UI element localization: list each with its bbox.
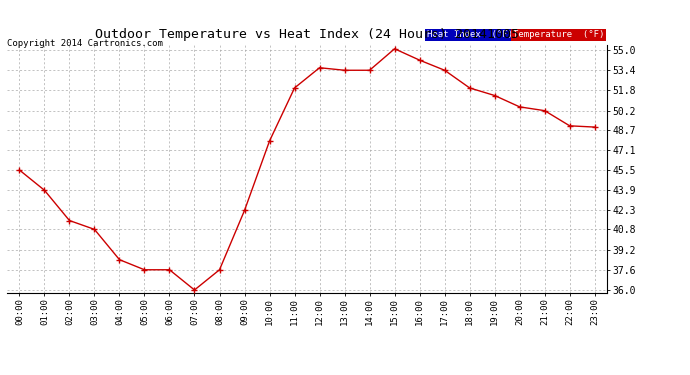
Text: Temperature  (°F): Temperature (°F) <box>513 30 604 39</box>
Title: Outdoor Temperature vs Heat Index (24 Hours) 20141005: Outdoor Temperature vs Heat Index (24 Ho… <box>95 28 519 41</box>
Text: Copyright 2014 Cartronics.com: Copyright 2014 Cartronics.com <box>7 39 163 48</box>
Text: Heat Index  (°F): Heat Index (°F) <box>426 30 513 39</box>
